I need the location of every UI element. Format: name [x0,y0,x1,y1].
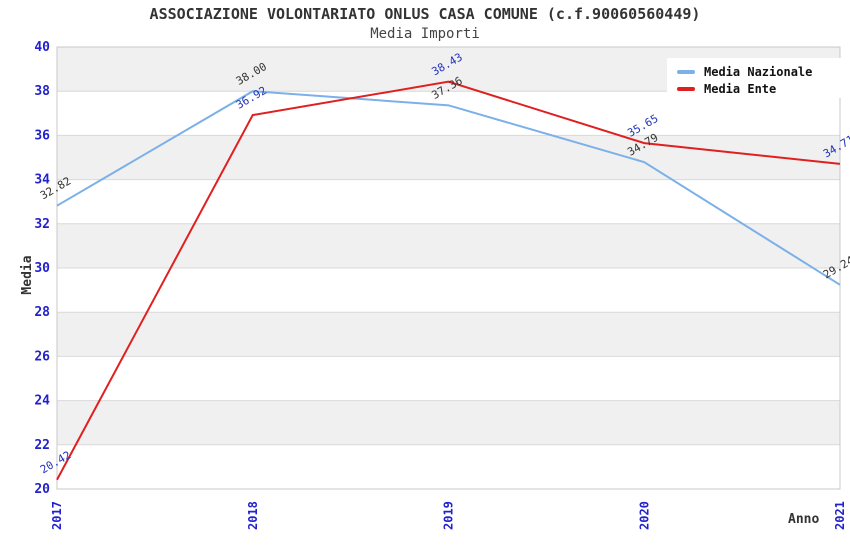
y-tick-label: 38 [34,84,50,99]
y-tick-label: 36 [34,128,50,143]
plot-band [57,312,840,357]
legend-label: Media Nazionale [704,64,813,79]
y-tick-label: 30 [34,261,50,276]
plot-band [57,400,840,445]
y-tick-label: 34 [34,173,50,188]
plot-band [57,223,840,268]
legend: Media Nazionale Media Ente [667,58,845,98]
y-axis-title: Media [20,255,35,294]
x-tick-label: 2018 [246,501,260,530]
x-axis-title: Anno [788,512,820,527]
chart-subtitle: Media Importi [370,26,480,42]
y-tick-label: 22 [34,438,50,453]
legend-swatch-icon [677,86,695,91]
y-tick-label: 28 [34,305,50,320]
y-tick-label: 26 [34,349,50,364]
y-tick-label: 32 [34,217,50,232]
x-tick-label: 2017 [50,501,64,530]
plot-frame [56,46,841,490]
x-tick-label: 2021 [833,501,847,530]
series-line-media-ente [56,80,841,481]
legend-item-media-ente: Media Ente [677,80,845,97]
legend-label: Media Ente [704,81,777,96]
series-line-media-nazionale [56,90,841,286]
y-tick-label: 40 [34,40,50,55]
plot-band [57,135,840,180]
y-tick-label: 20 [34,482,50,497]
x-tick-label: 2019 [442,501,456,530]
chart-title: ASSOCIAZIONE VOLONTARIATO ONLUS CASA COM… [149,5,701,23]
legend-swatch-icon [677,69,695,74]
legend-item-media-nazionale: Media Nazionale [677,63,845,80]
y-tick-label: 24 [34,394,50,409]
x-tick-label: 2020 [637,501,651,530]
